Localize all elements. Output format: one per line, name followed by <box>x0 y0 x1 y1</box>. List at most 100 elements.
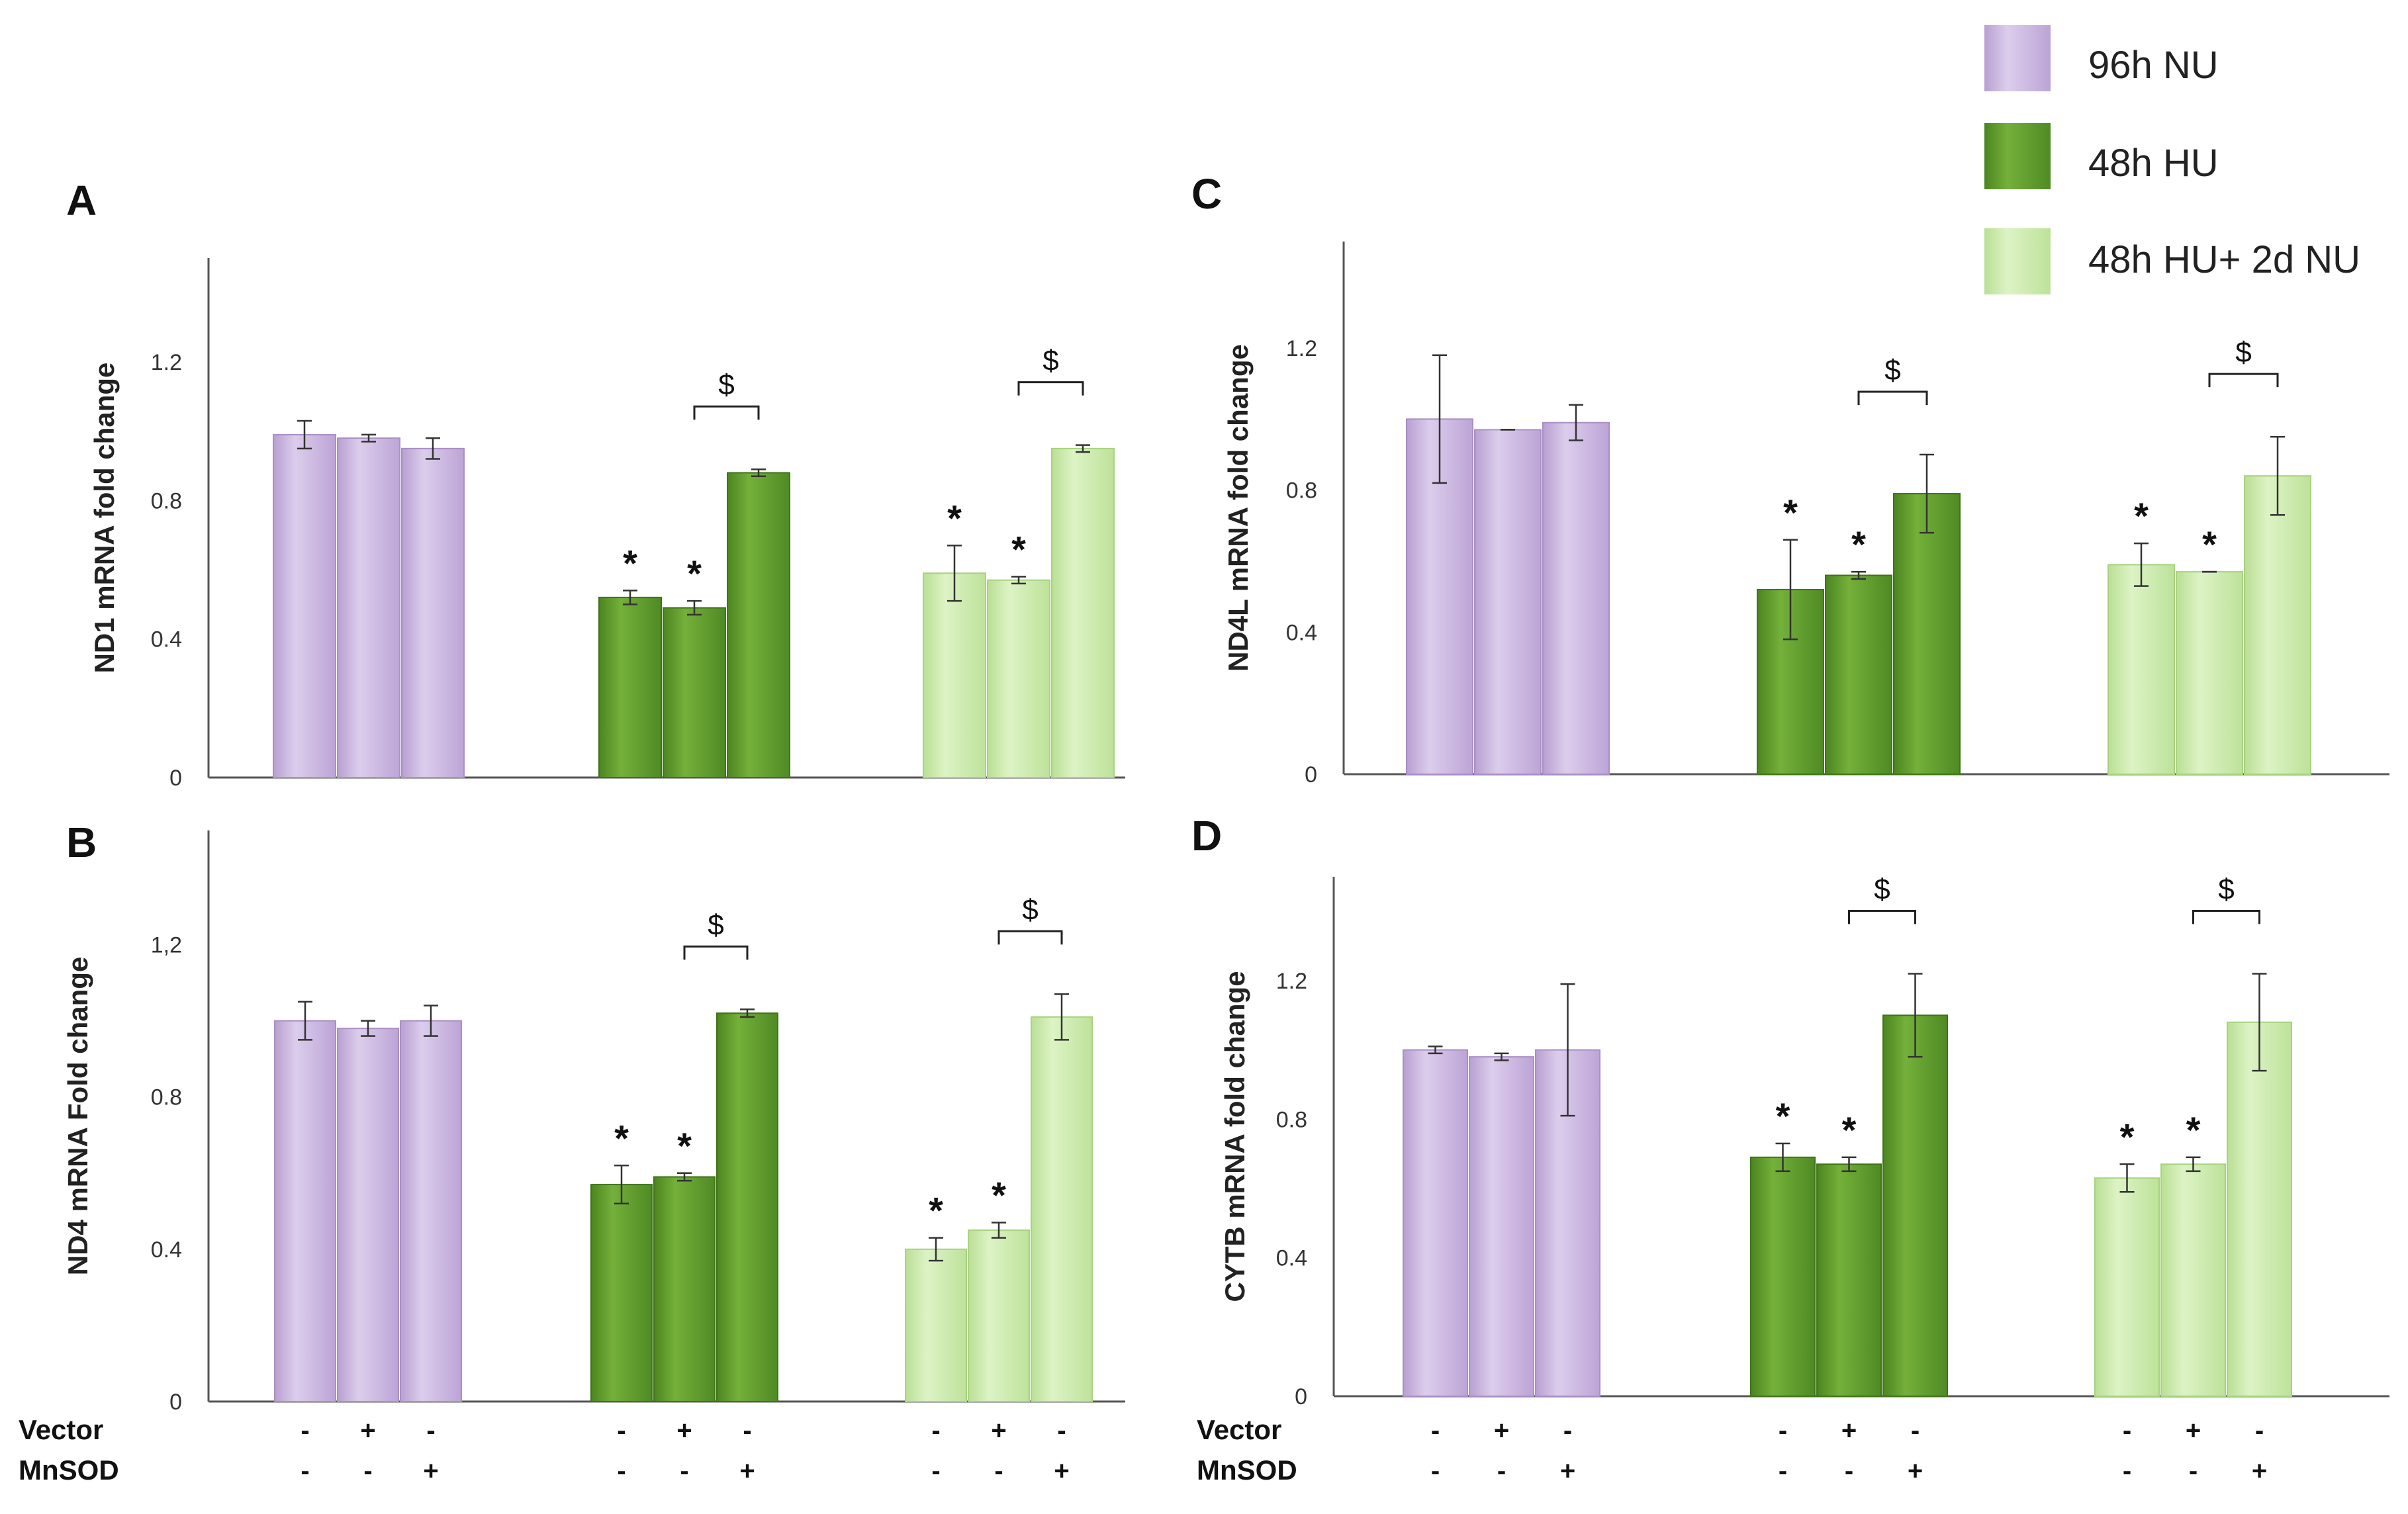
panel-b-y-axis-label: ND4 mRNA Fold change <box>62 957 93 1275</box>
panel-d-comparison-marker: $ <box>2218 873 2234 906</box>
panel-d-comparison-bracket <box>2192 910 2260 924</box>
panel-d-significance-star: * <box>1776 1095 1790 1137</box>
legend-entry-48h-hu-2d-nu: 48h HU+ 2d NU <box>1984 228 2360 294</box>
panel-a-bar-48h-hu-3 <box>727 472 790 778</box>
panel-c-bar-48h-hu-2 <box>1825 574 1892 775</box>
panel-c-comparison-marker: $ <box>2235 336 2251 369</box>
panel-a: A 0 0.4 0.8 1.2 ND1 mRNA fold change * * $ * * $ <box>66 177 1125 791</box>
vector-sign: - <box>1563 1416 1572 1445</box>
mnsod-sign: - <box>617 1456 625 1486</box>
panel-d-bar-96h-nu-1 <box>1403 1049 1468 1397</box>
vector-sign: + <box>1841 1416 1857 1445</box>
panel-a-bar-96h-nu-2 <box>337 437 400 778</box>
panel-c-significance-star: * <box>2134 495 2149 537</box>
panel-c-significance-star: * <box>1851 523 1866 565</box>
panel-b-comparison-marker: $ <box>1022 893 1038 926</box>
legend-label-96h-nu: 96h NU <box>2088 44 2219 87</box>
panel-c-bar-48h-hu-3 <box>1893 493 1961 775</box>
panel-a-significance-star: * <box>687 553 702 594</box>
mnsod-sign: - <box>363 1456 372 1486</box>
panel-a-bar-48h-hu-2d-nu-3 <box>1051 447 1115 778</box>
panel-a-significance-star: * <box>1011 528 1026 570</box>
panel-b-bar-48h-hu-1 <box>590 1184 653 1403</box>
vector-sign: - <box>1431 1416 1440 1445</box>
panel-d-bar-48h-hu-2 <box>1816 1163 1882 1398</box>
panel-d-significance-star: * <box>2186 1109 2201 1151</box>
vector-sign: - <box>2255 1416 2264 1445</box>
panel-b-comparison-bracket <box>997 930 1063 945</box>
panel-c-y-axis-label: ND4L mRNA fold change <box>1223 344 1254 672</box>
panel-c-significance-star: * <box>2202 523 2217 565</box>
panel-a-comparison-bracket <box>693 405 760 420</box>
panel-b-bar-48h-hu-2d-nu-1 <box>905 1248 967 1403</box>
panel-c-bar-48h-hu-2d-nu-2 <box>2176 571 2243 775</box>
panel-b-bar-96h-nu-2 <box>337 1028 399 1402</box>
panel-d-y-axis-label: CYTB mRNA fold change <box>1219 971 1250 1302</box>
treatment-rows-right: Vector MnSOD - - + - - + - - + - - + - - + - - + <box>1197 1414 2267 1486</box>
legend-label-48h-hu-2d-nu: 48h HU+ 2d NU <box>2088 238 2360 281</box>
panel-a-label: A <box>66 177 97 224</box>
panel-a-comparison-bracket <box>1017 381 1084 396</box>
panel-a-y-axis-label: ND1 mRNA fold change <box>89 363 120 674</box>
panel-b-comparison-marker: $ <box>708 909 723 941</box>
panel-a-comparison-marker: $ <box>1042 345 1058 377</box>
panel-b-bar-48h-hu-2d-nu-3 <box>1031 1016 1093 1402</box>
panel-c-y-tick-label: 1.2 <box>1286 336 1317 361</box>
vector-sign: - <box>1779 1416 1787 1445</box>
mnsod-sign: - <box>1779 1456 1787 1486</box>
panel-b-bar-48h-hu-2 <box>653 1176 716 1402</box>
panel-b-bar-96h-nu-1 <box>274 1020 336 1402</box>
panel-c-significance-star: * <box>1783 492 1798 533</box>
mnsod-sign: - <box>1431 1456 1440 1486</box>
mnsod-sign: + <box>1054 1456 1069 1486</box>
panel-d-comparison-bracket <box>1848 910 1916 924</box>
vector-sign: + <box>676 1416 692 1445</box>
vector-sign: + <box>991 1416 1006 1445</box>
mnsod-sign: - <box>994 1456 1003 1486</box>
panel-b-significance-star: * <box>929 1190 943 1231</box>
panel-c-y-tick-label: 0 <box>1305 762 1317 787</box>
vector-sign: - <box>2123 1416 2131 1445</box>
mnsod-sign: - <box>680 1456 688 1486</box>
vector-row-label-right: Vector <box>1197 1414 1281 1445</box>
mnsod-sign: + <box>1908 1456 1923 1486</box>
panel-b-significance-star: * <box>677 1125 692 1167</box>
panel-b-y-tick-label: 0.8 <box>151 1085 182 1110</box>
panel-d-bar-96h-nu-2 <box>1469 1056 1534 1397</box>
mnsod-sign: + <box>2252 1456 2267 1486</box>
mnsod-row-label-right: MnSOD <box>1197 1454 1297 1486</box>
panel-c-bar-96h-nu-2 <box>1474 429 1542 775</box>
vector-sign: + <box>360 1416 375 1445</box>
legend: 96h NU 48h HU 48h HU+ 2d NU <box>1984 25 2360 294</box>
panel-a-y-tick-label: 0 <box>169 766 182 791</box>
panel-b-bar-48h-hu-2d-nu-2 <box>968 1229 1030 1402</box>
legend-label-48h-hu: 48h HU <box>2088 142 2219 185</box>
vector-sign: - <box>931 1416 940 1445</box>
panel-c-bar-48h-hu-2d-nu-1 <box>2107 564 2175 775</box>
legend-swatch-48h-hu <box>1984 123 2051 189</box>
panel-c-label: C <box>1191 170 1222 218</box>
panel-c-y-tick-label: 0.8 <box>1286 478 1317 504</box>
panel-a-y-tick-label: 0.4 <box>151 627 182 652</box>
panel-d-y-tick-label: 0.8 <box>1276 1107 1307 1132</box>
vector-row-label-left: Vector <box>19 1414 103 1445</box>
legend-entry-48h-hu: 48h HU <box>1984 123 2219 189</box>
panel-a-significance-star: * <box>623 542 637 584</box>
vector-sign: + <box>2186 1416 2201 1445</box>
panel-c-y-tick-label: 0.4 <box>1286 620 1317 645</box>
panel-a-bar-48h-hu-2d-nu-2 <box>987 579 1050 778</box>
panel-d-bar-48h-hu-3 <box>1882 1014 1948 1398</box>
legend-entry-96h-nu: 96h NU <box>1984 25 2219 91</box>
panel-a-bar-96h-nu-1 <box>273 433 336 778</box>
legend-swatch-48h-hu-2d-nu <box>1984 228 2051 294</box>
panel-b-comparison-bracket <box>683 945 749 960</box>
panel-b-bar-96h-nu-3 <box>400 1020 462 1402</box>
panel-d-y-tick-label: 0 <box>1295 1384 1307 1409</box>
panel-d-significance-star: * <box>2120 1116 2135 1157</box>
panel-c: C 0 0.4 0.8 1.2 ND4L mRNA fold change * * $ * * $ <box>1191 170 2389 787</box>
panel-c-bar-96h-nu-3 <box>1542 422 1610 775</box>
panel-a-bar-48h-hu-2 <box>663 607 726 778</box>
treatment-rows-left: Vector MnSOD - - + - - + - - + - - + - - + - - + <box>19 1414 1070 1486</box>
panel-d-comparison-marker: $ <box>1874 873 1890 906</box>
vector-sign: - <box>743 1416 751 1445</box>
